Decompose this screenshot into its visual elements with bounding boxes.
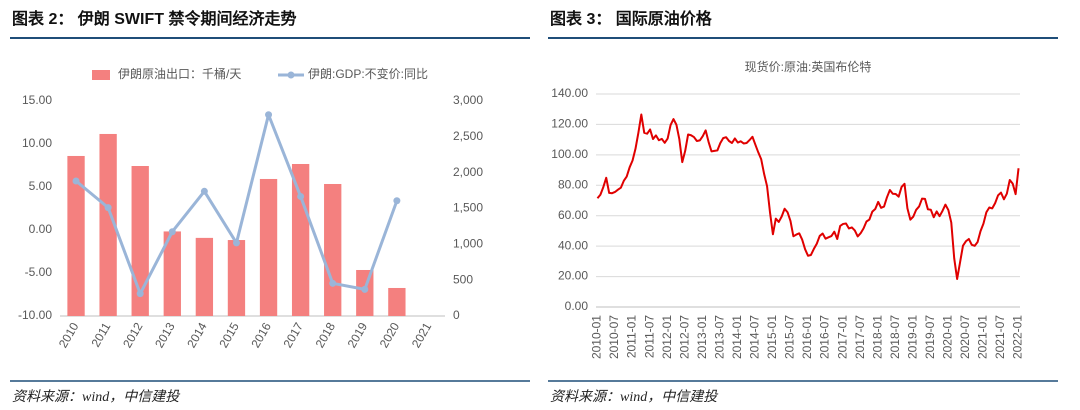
line-marker xyxy=(136,290,144,298)
x-tick-label: 2012-01 xyxy=(660,315,674,359)
y-tick-label: -5.00 xyxy=(25,265,53,279)
x-tick-label: 2020-01 xyxy=(941,315,955,359)
x-tick-label: 2020-07 xyxy=(958,315,972,359)
bar xyxy=(291,163,310,316)
y2-tick-label: 2,000 xyxy=(453,165,483,179)
x-tick-label: 2013-01 xyxy=(695,315,709,359)
x-tick-label: 2013-07 xyxy=(712,315,726,359)
x-tick-label: 2014-01 xyxy=(730,315,744,359)
y-tick-label: 80.00 xyxy=(558,177,588,191)
y2-tick-label: 500 xyxy=(453,272,473,286)
x-tick-label: 2019-01 xyxy=(905,315,919,359)
x-tick-label: 2019-07 xyxy=(923,315,937,359)
y-tick-label: 10.00 xyxy=(22,136,52,150)
x-tick-label: 2016-07 xyxy=(818,315,832,359)
bar xyxy=(259,178,278,316)
legend-swatch xyxy=(92,70,110,80)
x-tick-label: 2017-07 xyxy=(853,315,867,359)
bar xyxy=(163,231,181,316)
x-tick-label: 2015-07 xyxy=(783,315,797,359)
y2-tick-label: 3,000 xyxy=(453,93,483,107)
line-marker xyxy=(72,177,80,185)
chart-title: 现货价:原油:英国布伦特 xyxy=(745,59,872,74)
bar xyxy=(388,287,406,316)
y-tick-label: 0.00 xyxy=(565,299,589,313)
y-tick-label: -10.00 xyxy=(18,308,52,322)
y-tick-label: 120.00 xyxy=(551,117,588,131)
bar xyxy=(99,133,117,316)
y-tick-label: 140.00 xyxy=(551,86,588,100)
x-tick-label: 2011-01 xyxy=(625,315,639,358)
x-tick-label: 2022-01 xyxy=(1011,315,1025,359)
x-tick-label: 2021-01 xyxy=(976,315,990,359)
source: 资料来源：wind，中信建投 xyxy=(550,389,719,405)
line-marker xyxy=(361,285,369,293)
line-marker xyxy=(104,204,112,212)
y2-tick-label: 1,000 xyxy=(453,237,483,251)
y-tick-label: 5.00 xyxy=(29,179,53,193)
x-tick-label: 2017-01 xyxy=(835,315,849,359)
bar xyxy=(195,237,214,316)
x-tick-label: 2016-01 xyxy=(800,315,814,359)
y2-tick-label: 1,500 xyxy=(453,201,483,215)
legend-swatch xyxy=(287,71,295,79)
bar xyxy=(67,155,85,316)
x-tick-label: 2015-01 xyxy=(765,315,779,359)
line xyxy=(596,113,1020,281)
x-tick-label: 2011-07 xyxy=(642,315,656,358)
line-marker xyxy=(393,197,401,205)
y-tick-label: 60.00 xyxy=(558,208,588,222)
line-marker xyxy=(297,192,305,200)
x-tick-label: 2010-01 xyxy=(590,315,604,359)
line-marker xyxy=(329,279,337,287)
x-tick-label: 2018-07 xyxy=(888,315,902,359)
y-tick-label: 20.00 xyxy=(558,269,588,283)
line-marker xyxy=(232,239,240,247)
y2-tick-label: 2,500 xyxy=(453,129,483,143)
x-tick-label: 2010-07 xyxy=(607,315,621,359)
source: 资料来源：wind，中信建投 xyxy=(12,389,181,405)
bar xyxy=(324,183,342,316)
heading: 图表 2： 伊朗 SWIFT 禁令期间经济走势 xyxy=(12,9,296,28)
legend-label: 伊朗:GDP:不变价:同比 xyxy=(308,66,428,81)
y-tick-label: 40.00 xyxy=(558,238,588,252)
x-tick-label: 2021-07 xyxy=(993,315,1007,359)
y-tick-label: 15.00 xyxy=(22,93,52,107)
x-tick-label: 2018-01 xyxy=(870,315,884,359)
y-tick-label: 100.00 xyxy=(551,147,588,161)
legend-label: 伊朗原油出口：千桶/天 xyxy=(118,66,241,81)
y2-tick-label: 0 xyxy=(453,308,460,322)
line-marker xyxy=(168,228,176,236)
x-tick-label: 2014-07 xyxy=(748,315,762,359)
line-marker xyxy=(200,187,208,195)
x-tick-label: 2012-07 xyxy=(677,315,691,359)
line-marker xyxy=(265,111,273,119)
y-tick-label: 0.00 xyxy=(29,222,53,236)
bar xyxy=(227,240,246,316)
heading: 图表 3： 国际原油价格 xyxy=(550,9,713,28)
